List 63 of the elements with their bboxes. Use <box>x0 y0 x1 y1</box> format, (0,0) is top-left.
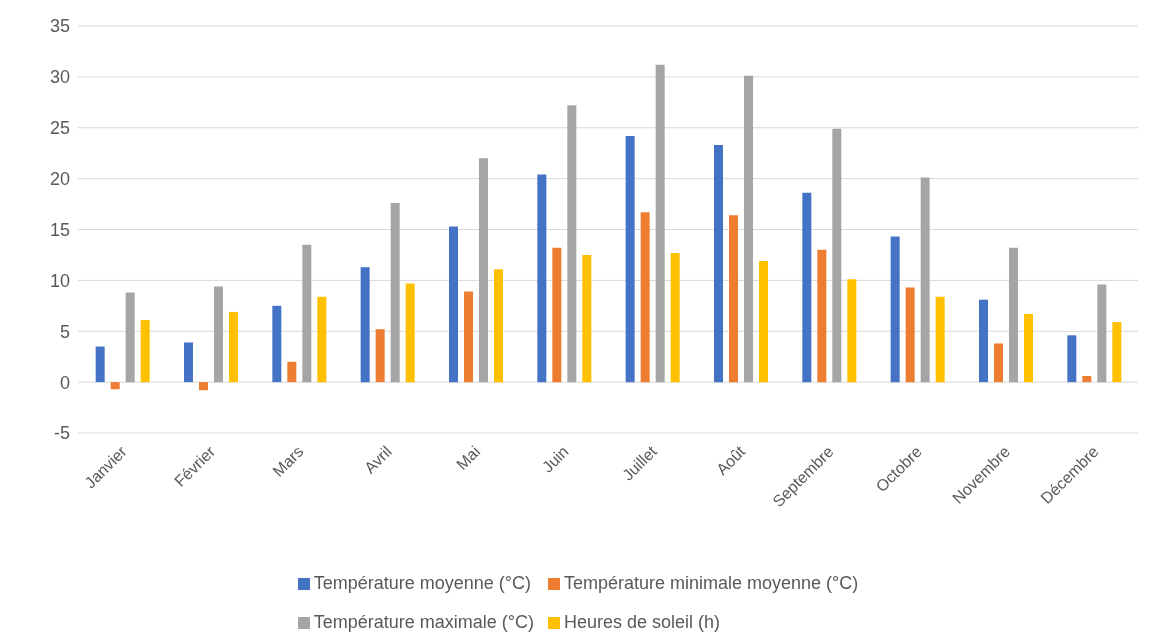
bar <box>714 145 723 383</box>
bar <box>905 287 915 383</box>
bar <box>640 212 650 383</box>
bar <box>847 279 857 383</box>
bar <box>199 382 208 391</box>
bar <box>817 249 827 383</box>
bar <box>1067 335 1077 383</box>
bar <box>1082 376 1092 383</box>
legend-label: Température minimale moyenne (°C) <box>563 573 859 594</box>
bar <box>994 343 1003 383</box>
y-tick-label: 15 <box>49 219 70 240</box>
bar <box>360 267 370 383</box>
bar <box>140 320 150 383</box>
bar <box>670 252 680 383</box>
bar <box>832 128 842 383</box>
bar <box>552 247 562 383</box>
bar <box>110 382 120 390</box>
bar <box>537 174 547 383</box>
bar <box>184 342 193 383</box>
bar <box>655 64 665 383</box>
legend-label: Température moyenne (°C) <box>313 573 531 594</box>
bar <box>1024 313 1033 383</box>
bar <box>1112 322 1122 383</box>
bar <box>375 329 385 383</box>
bar <box>272 305 282 383</box>
bar <box>625 135 635 383</box>
bar <box>1009 247 1018 383</box>
y-tick-label: 25 <box>49 118 70 139</box>
bar <box>229 311 238 383</box>
y-tick-label: 10 <box>49 270 70 291</box>
bar <box>935 296 945 383</box>
bar <box>567 105 577 383</box>
x-tick-label: Juin <box>538 442 572 476</box>
bar <box>125 292 135 383</box>
bar <box>405 283 415 383</box>
bar <box>979 299 988 383</box>
bar <box>890 236 900 383</box>
bar <box>1097 284 1107 383</box>
bar <box>302 244 312 383</box>
bar <box>390 203 400 383</box>
bar <box>802 192 812 383</box>
bar <box>729 215 738 383</box>
bar <box>464 291 473 383</box>
x-tick-label: Mai <box>453 442 484 474</box>
y-tick-label: 30 <box>49 67 70 88</box>
y-tick-label: 5 <box>59 321 70 342</box>
bar <box>449 226 458 383</box>
bar <box>479 158 488 383</box>
y-tick-label: 20 <box>49 169 70 190</box>
y-tick-label: 35 <box>49 16 70 37</box>
bar <box>287 361 297 383</box>
bar <box>95 346 105 383</box>
bar <box>494 269 503 383</box>
legend-label: Température maximale (°C) <box>313 612 534 633</box>
bar <box>317 296 327 383</box>
bar <box>214 286 223 383</box>
bar <box>744 75 753 383</box>
bar <box>582 254 592 383</box>
bar <box>920 177 930 383</box>
y-tick-label: -5 <box>53 423 70 444</box>
y-tick-label: 0 <box>59 372 70 393</box>
legend-label: Heures de soleil (h) <box>563 612 721 633</box>
bar <box>759 261 768 383</box>
